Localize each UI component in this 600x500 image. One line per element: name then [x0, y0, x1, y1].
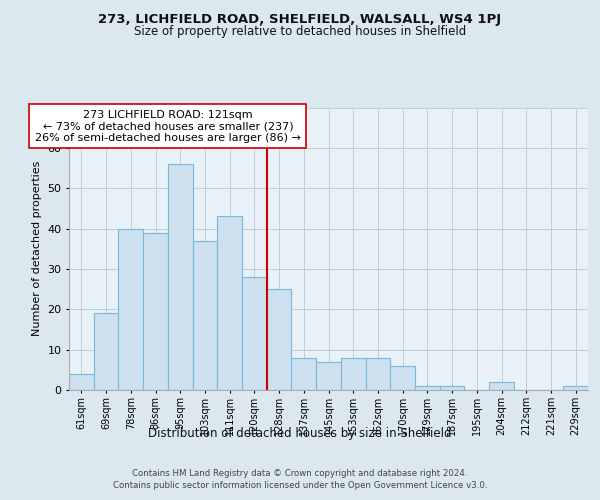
Bar — [415, 386, 440, 390]
Y-axis label: Number of detached properties: Number of detached properties — [32, 161, 41, 336]
Bar — [168, 164, 193, 390]
Bar — [489, 382, 514, 390]
Text: Size of property relative to detached houses in Shelfield: Size of property relative to detached ho… — [134, 25, 466, 38]
Bar — [440, 386, 464, 390]
Bar — [118, 228, 143, 390]
Bar — [365, 358, 390, 390]
Text: 273, LICHFIELD ROAD, SHELFIELD, WALSALL, WS4 1PJ: 273, LICHFIELD ROAD, SHELFIELD, WALSALL,… — [98, 12, 502, 26]
Bar — [94, 314, 118, 390]
Text: Distribution of detached houses by size in Shelfield: Distribution of detached houses by size … — [148, 428, 452, 440]
Text: Contains public sector information licensed under the Open Government Licence v3: Contains public sector information licen… — [113, 481, 487, 490]
Bar — [341, 358, 365, 390]
Bar — [143, 232, 168, 390]
Bar — [316, 362, 341, 390]
Text: Contains HM Land Registry data © Crown copyright and database right 2024.: Contains HM Land Registry data © Crown c… — [132, 469, 468, 478]
Bar — [193, 240, 217, 390]
Bar — [390, 366, 415, 390]
Bar — [242, 277, 267, 390]
Bar — [69, 374, 94, 390]
Bar — [292, 358, 316, 390]
Bar — [217, 216, 242, 390]
Bar — [267, 289, 292, 390]
Text: 273 LICHFIELD ROAD: 121sqm
← 73% of detached houses are smaller (237)
26% of sem: 273 LICHFIELD ROAD: 121sqm ← 73% of deta… — [35, 110, 301, 142]
Bar — [563, 386, 588, 390]
